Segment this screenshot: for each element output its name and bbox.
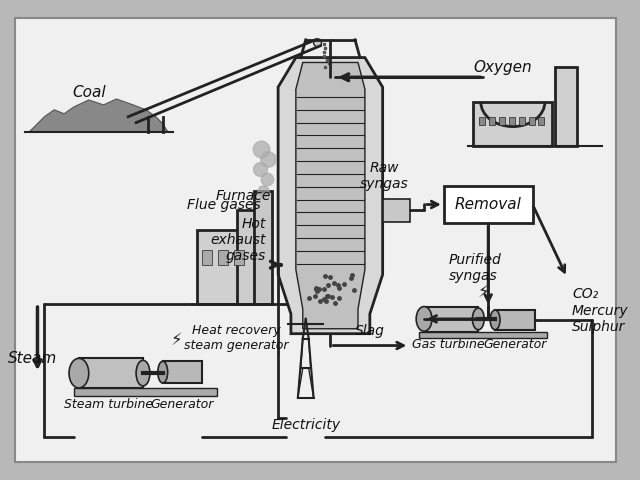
Bar xyxy=(529,117,534,125)
Bar xyxy=(419,332,547,337)
Text: Oxygen: Oxygen xyxy=(474,60,532,75)
Text: Slag: Slag xyxy=(355,324,385,337)
Ellipse shape xyxy=(136,360,150,386)
Polygon shape xyxy=(296,62,365,329)
Text: Raw
syngas: Raw syngas xyxy=(360,161,409,191)
Bar xyxy=(556,67,577,146)
Bar xyxy=(519,117,525,125)
Bar xyxy=(74,388,217,396)
Bar xyxy=(218,250,228,264)
Bar xyxy=(538,117,545,125)
Text: Purified
syngas: Purified syngas xyxy=(449,252,502,283)
Text: Steam: Steam xyxy=(8,351,57,366)
Bar xyxy=(474,102,552,146)
Ellipse shape xyxy=(69,359,89,388)
Bar xyxy=(197,230,252,304)
Text: Furnace: Furnace xyxy=(216,189,271,203)
Text: Generator: Generator xyxy=(483,338,547,351)
Text: Coal: Coal xyxy=(72,84,106,99)
Bar xyxy=(495,310,534,330)
Polygon shape xyxy=(29,99,168,132)
Bar xyxy=(479,117,485,125)
Bar xyxy=(489,117,495,125)
Text: Flue gases: Flue gases xyxy=(188,199,261,213)
Bar xyxy=(234,250,244,264)
Bar xyxy=(202,250,212,264)
Ellipse shape xyxy=(416,307,432,331)
Text: Electricity: Electricity xyxy=(271,418,340,432)
Ellipse shape xyxy=(490,310,500,330)
Ellipse shape xyxy=(472,308,484,330)
Polygon shape xyxy=(278,58,383,334)
Text: Generator: Generator xyxy=(151,397,214,411)
Circle shape xyxy=(314,39,321,47)
Bar xyxy=(237,210,261,304)
Bar xyxy=(383,199,410,222)
Bar xyxy=(163,361,202,383)
Text: Steam turbine: Steam turbine xyxy=(64,397,153,411)
Text: Gas turbine: Gas turbine xyxy=(412,338,485,351)
Text: Heat recovery
steam generator: Heat recovery steam generator xyxy=(184,324,289,352)
Bar xyxy=(499,117,505,125)
Text: Hot
exhaust
gases: Hot exhaust gases xyxy=(211,217,266,263)
Circle shape xyxy=(126,114,138,126)
Bar xyxy=(255,191,272,304)
Text: ⚡: ⚡ xyxy=(477,283,489,301)
Bar xyxy=(79,359,143,388)
Text: Removal: Removal xyxy=(455,197,522,212)
Bar xyxy=(509,117,515,125)
Text: CO₂
Mercury
Sulphur: CO₂ Mercury Sulphur xyxy=(572,288,628,334)
Text: ⚡: ⚡ xyxy=(171,332,182,349)
Ellipse shape xyxy=(158,361,168,383)
Bar xyxy=(424,307,478,332)
Bar xyxy=(444,186,532,223)
